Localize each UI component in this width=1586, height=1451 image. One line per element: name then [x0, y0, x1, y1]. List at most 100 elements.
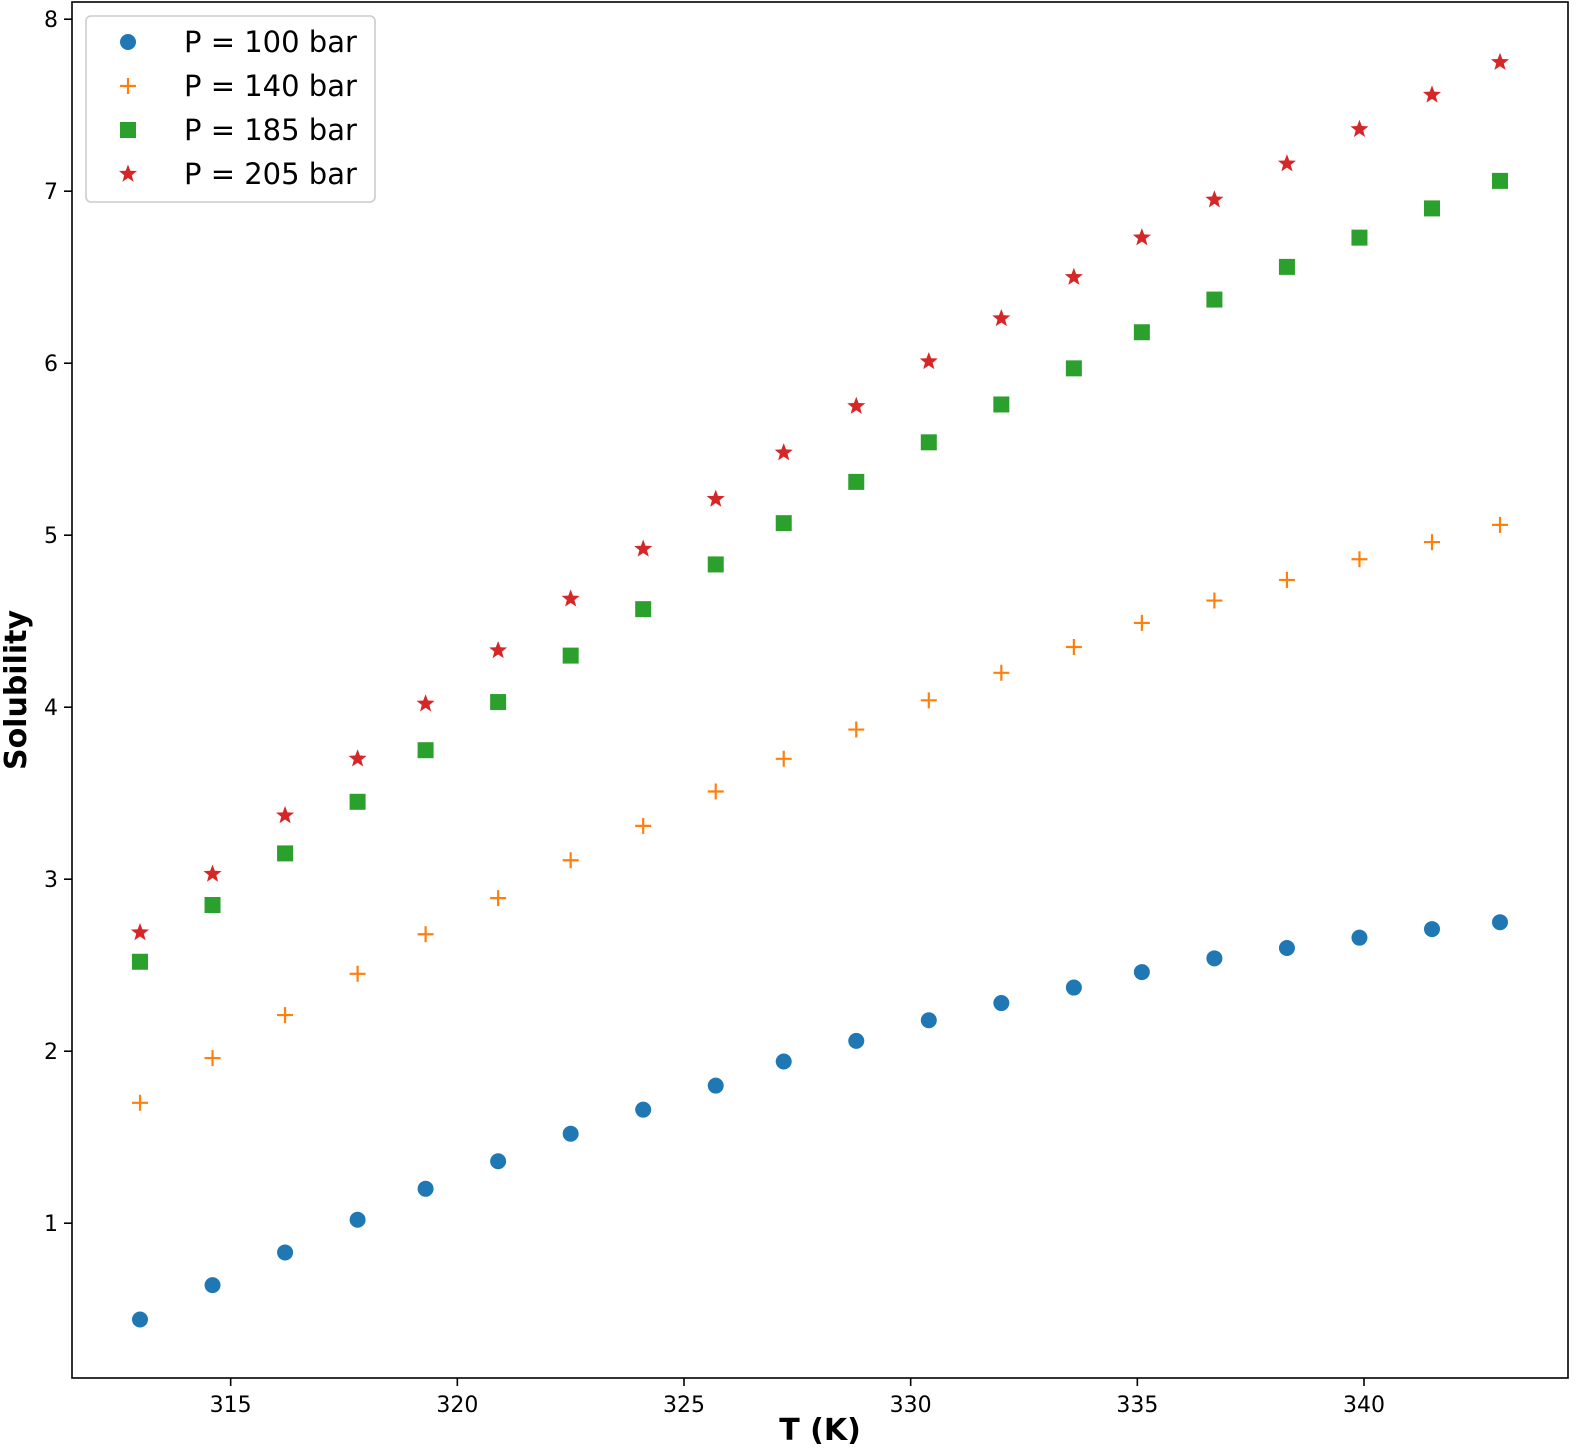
data-point — [847, 396, 866, 414]
data-point — [848, 473, 865, 490]
data-point — [417, 742, 434, 759]
legend-item: P = 140 bar — [120, 69, 357, 103]
data-point — [489, 640, 508, 659]
data-point — [775, 1053, 792, 1070]
data-point — [1490, 52, 1510, 70]
y-tick-label: 5 — [44, 524, 58, 549]
data-point — [132, 1094, 148, 1111]
data-point — [1424, 200, 1440, 217]
legend-marker — [118, 164, 138, 182]
data-point — [634, 539, 653, 557]
data-point — [775, 750, 792, 767]
x-tick-label: 340 — [1343, 1393, 1385, 1418]
data-point — [848, 721, 865, 738]
data-point — [707, 556, 724, 573]
y-tick-label: 7 — [44, 180, 58, 205]
data-point — [349, 965, 366, 982]
data-point — [277, 845, 294, 862]
data-point — [993, 664, 1010, 681]
y-tick-label: 1 — [44, 1212, 58, 1237]
data-point — [1351, 929, 1368, 946]
data-point — [635, 601, 652, 618]
data-point — [204, 1050, 221, 1067]
data-point — [277, 1244, 294, 1261]
data-point — [1277, 154, 1296, 172]
data-point — [349, 1211, 366, 1228]
legend: P = 100 bar P = 140 bar P = 185 bar P = 205… — [85, 15, 376, 203]
data-point — [775, 515, 792, 532]
data-point — [416, 694, 435, 712]
legend-label: P = 140 bar — [184, 69, 357, 103]
data-point — [993, 995, 1010, 1012]
data-point — [1278, 258, 1295, 275]
y-tick-label: 2 — [44, 1040, 58, 1065]
data-point — [920, 1012, 937, 1029]
data-point — [417, 926, 434, 943]
data-point — [1065, 639, 1082, 655]
legend-label: P = 185 bar — [184, 113, 357, 147]
data-point — [132, 1311, 148, 1328]
data-point — [132, 953, 148, 970]
data-point — [706, 489, 725, 507]
data-point — [276, 806, 295, 824]
data-point — [348, 749, 367, 767]
data-point — [277, 1007, 294, 1024]
data-point — [707, 783, 724, 800]
data-point — [1424, 534, 1440, 551]
data-point — [992, 308, 1011, 327]
data-point — [1206, 291, 1223, 308]
data-point — [1133, 964, 1150, 981]
data-point — [1206, 592, 1223, 609]
series-star — [130, 52, 1510, 941]
legend-item: P = 205 bar — [118, 157, 357, 191]
data-point — [204, 897, 221, 913]
data-point — [1132, 228, 1151, 246]
legend-marker — [120, 78, 136, 94]
x-tick-label: 335 — [1116, 1393, 1158, 1418]
data-point — [1065, 979, 1082, 996]
data-point — [1492, 172, 1508, 189]
data-point — [1064, 267, 1083, 285]
series-square — [132, 172, 1508, 970]
data-point — [1424, 921, 1440, 938]
data-point — [203, 864, 222, 882]
x-axis-title: T (K) — [779, 1413, 861, 1448]
legend-label: P = 100 bar — [184, 25, 357, 59]
data-point — [1206, 950, 1223, 967]
x-axis-ticks: 315 320 325 330 335 340 — [210, 1378, 1385, 1418]
data-point — [635, 817, 652, 834]
data-point — [993, 396, 1010, 413]
data-point — [562, 1125, 579, 1142]
y-tick-label: 3 — [44, 868, 58, 893]
data-point — [1065, 360, 1082, 377]
x-tick-label: 330 — [890, 1393, 932, 1418]
y-tick-label: 4 — [44, 696, 58, 721]
x-tick-label: 325 — [663, 1393, 705, 1418]
data-point — [1278, 940, 1295, 956]
data-point — [417, 1180, 434, 1197]
legend-marker — [120, 122, 136, 138]
legend-label: P = 205 bar — [184, 157, 357, 191]
data-point — [920, 692, 937, 709]
data-point — [1492, 516, 1508, 533]
data-point — [490, 1153, 507, 1170]
data-point — [1133, 614, 1150, 631]
data-point — [490, 890, 507, 907]
y-axis-title: Solubility — [0, 610, 34, 771]
data-point — [490, 694, 507, 711]
data-point — [562, 647, 579, 664]
data-point — [1492, 914, 1508, 931]
x-tick-label: 320 — [436, 1393, 478, 1418]
y-axis-ticks: 1 2 3 4 5 6 7 8 — [44, 8, 72, 1237]
series-circle — [132, 914, 1508, 1328]
data-point — [635, 1101, 652, 1118]
data-point — [1351, 229, 1368, 246]
data-point — [920, 434, 937, 451]
data-point — [1350, 119, 1369, 137]
data-point — [1351, 551, 1368, 568]
y-tick-label: 6 — [44, 352, 58, 377]
data-point — [204, 1277, 221, 1294]
data-point — [919, 351, 938, 370]
data-point — [130, 923, 150, 941]
